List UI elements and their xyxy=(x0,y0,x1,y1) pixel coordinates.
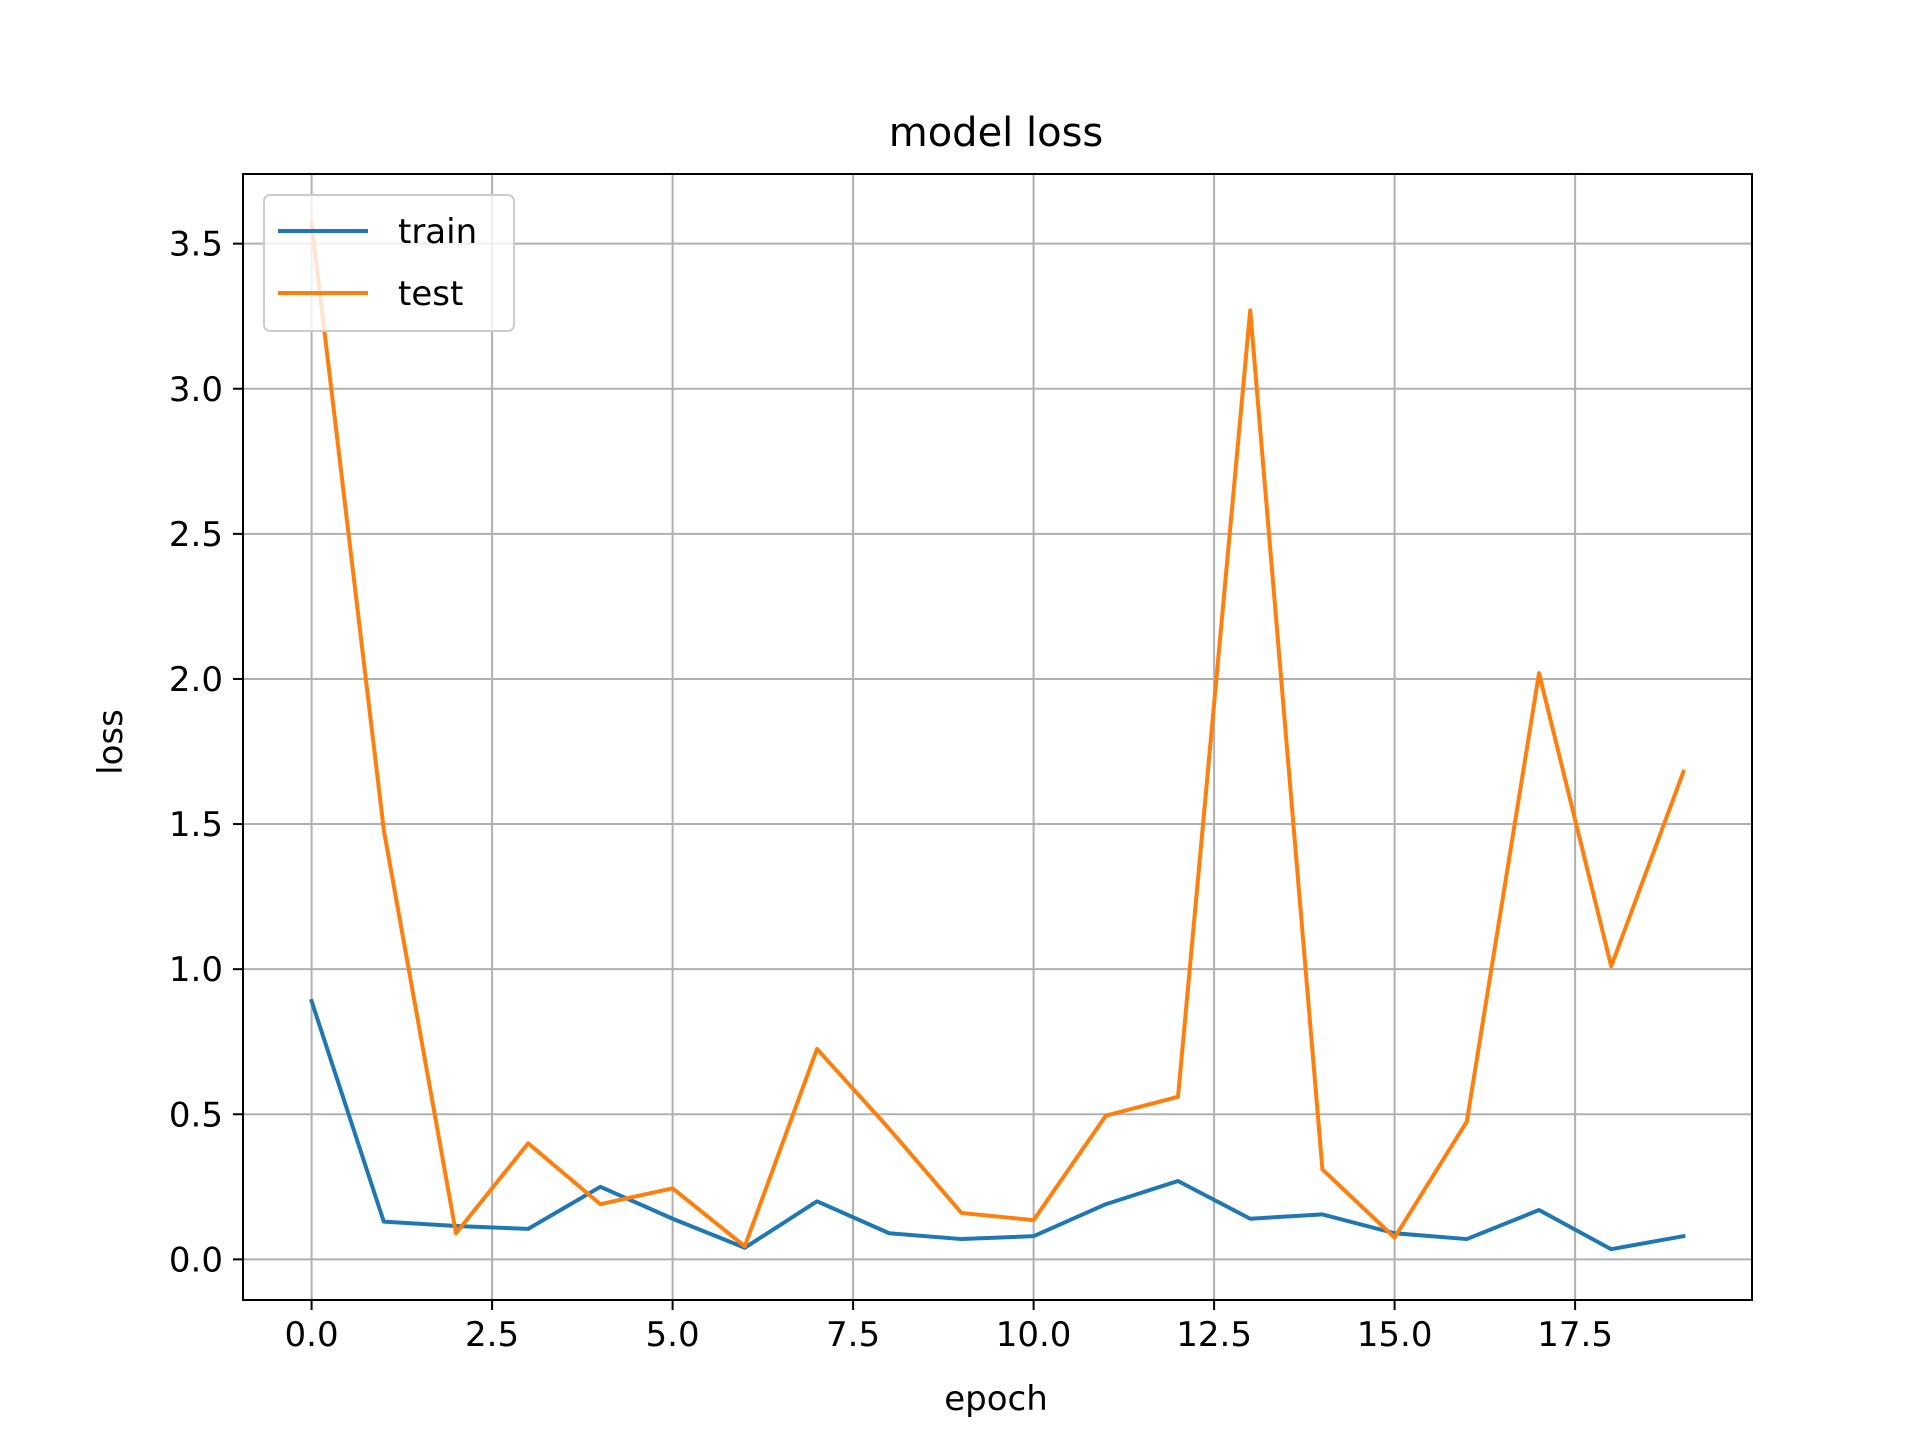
x-tick-label: 0.0 xyxy=(285,1315,339,1355)
x-tick-label: 12.5 xyxy=(1176,1315,1252,1355)
x-tick-label: 5.0 xyxy=(646,1315,700,1355)
series-line-train xyxy=(309,998,1686,1252)
legend-label-train: train xyxy=(398,212,477,252)
y-tick-label: 0.5 xyxy=(169,1095,223,1135)
x-tick-label: 7.5 xyxy=(826,1315,880,1355)
y-tick-label: 2.5 xyxy=(169,515,223,555)
x-tick-label: 10.0 xyxy=(996,1315,1072,1355)
y-axis-label: loss xyxy=(91,709,131,775)
x-tick-label: 2.5 xyxy=(465,1315,519,1355)
chart-title: model loss xyxy=(889,110,1104,156)
series-line-test xyxy=(309,221,1686,1249)
x-tick-label: 17.5 xyxy=(1537,1315,1613,1355)
y-tick-label: 3.0 xyxy=(169,370,223,410)
y-tick-label: 0.0 xyxy=(169,1240,223,1280)
y-tick-label: 3.5 xyxy=(169,225,223,265)
grid xyxy=(243,174,1752,1300)
y-tick-label: 1.5 xyxy=(169,805,223,845)
ticks: 0.0 2.5 5.0 7.5 10.0 12.5 15.0 17.5 0.0 0.5 1.0 1.5… xyxy=(169,225,1613,1355)
x-axis-label: epoch xyxy=(944,1379,1048,1419)
x-tick-label: 15.0 xyxy=(1357,1315,1433,1355)
y-tick-label: 1.0 xyxy=(169,950,223,990)
plot-frame xyxy=(242,173,1753,1301)
legend: train test xyxy=(263,194,515,332)
y-tick-label: 2.0 xyxy=(169,660,223,700)
series-lines xyxy=(309,221,1686,1252)
legend-label-test: test xyxy=(398,274,463,314)
